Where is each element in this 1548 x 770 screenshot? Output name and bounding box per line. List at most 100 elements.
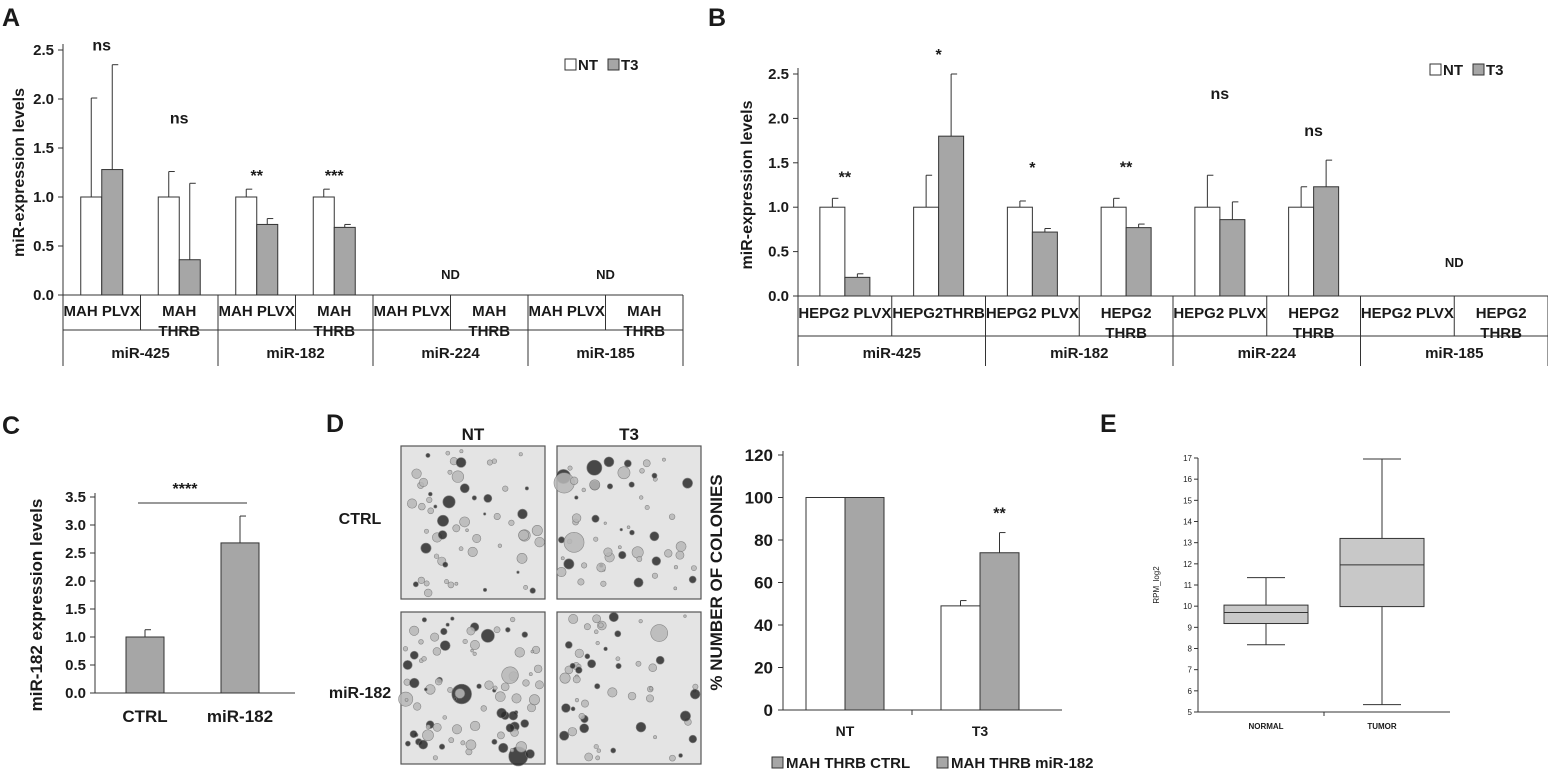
error-bar-nt: [1113, 197, 1120, 208]
colony: [472, 534, 482, 543]
image-frame: [400, 445, 546, 600]
colony: [453, 697, 457, 701]
bar-t3: [178, 259, 201, 296]
colony: [583, 623, 591, 631]
colony: [472, 651, 477, 656]
category: MAH PLVX: [529, 303, 605, 320]
colony: [442, 561, 449, 568]
colony: [522, 679, 530, 687]
colony: [439, 640, 451, 651]
colony: [598, 622, 604, 628]
bar-t3: [256, 223, 279, 296]
colony: [692, 683, 699, 690]
y-tick-label: 2.5: [768, 66, 789, 83]
bar-nt: [80, 196, 103, 296]
error-bar-nt: [831, 197, 839, 208]
colony: [648, 663, 657, 673]
colony: [636, 556, 643, 562]
y-axis-label: miR-expression levels: [739, 100, 756, 269]
category-label: HEPG2 PLVX: [1361, 305, 1454, 322]
y-tick-label: 8: [1188, 645, 1193, 654]
colony: [442, 715, 447, 720]
colony: [635, 721, 647, 733]
error-bar: [239, 515, 246, 543]
bar-nt: [913, 206, 940, 297]
significance-label: **: [993, 506, 1006, 523]
y-tick-label: 1.0: [768, 199, 789, 216]
nd-label: ND: [441, 267, 460, 282]
error-bar-nt: [323, 188, 330, 197]
colony: [434, 677, 443, 686]
colony: [428, 491, 433, 497]
colony: [651, 572, 659, 579]
bar-t3: [333, 226, 356, 296]
group-label: miR-185: [1425, 345, 1483, 362]
y-tick-label: 1.0: [65, 629, 86, 646]
category: ** T3: [940, 506, 1020, 739]
colony: [521, 631, 528, 638]
y-tick-label: 2.0: [33, 91, 54, 108]
panel-label-C: C: [2, 412, 20, 440]
colony: [508, 711, 518, 721]
y-tick-label: 3.0: [65, 517, 86, 534]
colony: [569, 662, 576, 669]
colony: [559, 672, 571, 684]
legend-label-t3: T3: [1486, 62, 1504, 79]
legend-swatch-t3: [607, 58, 620, 71]
y-axis-label: miR-182 expression levels: [27, 499, 46, 712]
colony: [581, 562, 588, 569]
category-label: THRB: [158, 323, 200, 340]
colony: [638, 619, 643, 624]
significance-label: **: [251, 168, 264, 185]
group-label: miR-182: [266, 345, 324, 362]
colony: [471, 495, 477, 501]
colony: [651, 556, 661, 566]
colony: [424, 687, 428, 692]
colony: [577, 578, 585, 586]
colony: [603, 521, 607, 525]
category-label: MAH PLVX: [529, 303, 605, 320]
colony: [454, 688, 466, 699]
y-tick-label: 1.0: [33, 189, 54, 206]
error-bar-t3: [856, 273, 864, 278]
colony: [498, 742, 509, 753]
category-label: THRB: [1480, 325, 1522, 342]
legend-swatch: [936, 756, 949, 769]
colony: [462, 638, 468, 645]
colony: [617, 466, 631, 480]
colony: [646, 694, 654, 703]
colony: [451, 470, 465, 483]
group-label: miR-185: [576, 345, 634, 362]
box-body: [1223, 604, 1309, 625]
chart-D: 0 20 40 60 80 100 120 % NUMBER OF COLONIES NT ** T…: [707, 446, 1094, 770]
image-frame: [556, 611, 702, 765]
y-tick-label: 40: [754, 616, 773, 635]
y-tick-label: 0.5: [65, 657, 86, 674]
colony: [683, 614, 687, 618]
category-label: THRB: [313, 323, 355, 340]
legend-swatch: [771, 756, 784, 769]
bar-group: miR-182: [207, 515, 273, 726]
y-tick-label: 120: [745, 446, 773, 465]
y-tick-label: 2.5: [65, 545, 86, 562]
significance-label: **: [1120, 159, 1133, 176]
nd-label: ND: [596, 267, 615, 282]
colony: [480, 705, 487, 712]
category-label: MAH PLVX: [374, 303, 450, 320]
colony: [480, 628, 495, 643]
error-bar-t3: [189, 182, 196, 260]
colony-image: [398, 611, 546, 767]
colony: [596, 748, 602, 753]
colony: [563, 558, 575, 570]
significance-label: ns: [92, 38, 111, 55]
column-label: T3: [619, 425, 639, 444]
colony: [432, 722, 442, 732]
colony: [593, 744, 599, 750]
colony: [409, 625, 420, 636]
colony: [589, 479, 601, 491]
colony: [433, 553, 440, 559]
category: * HEPG2 PLVX: [986, 160, 1079, 322]
colony: [404, 698, 409, 702]
colony: [607, 687, 618, 698]
y-tick-label: 2.5: [33, 42, 54, 59]
